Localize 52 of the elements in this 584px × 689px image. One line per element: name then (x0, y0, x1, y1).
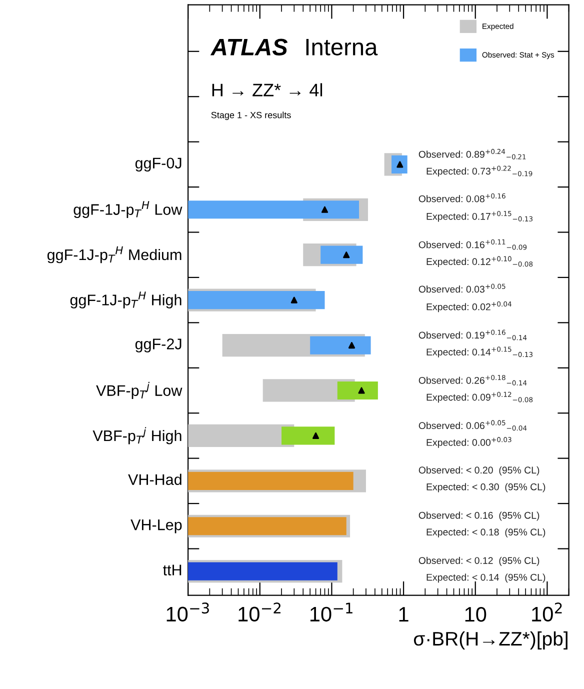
y-tick-label: VH-Lep (130, 520, 182, 534)
annotation: Expected: 0.17$^{+0.15}$$_{−0.13}$ (426, 210, 533, 222)
bar (282, 426, 335, 445)
bar (392, 155, 408, 174)
bar (188, 562, 338, 580)
bar (188, 291, 325, 310)
x-axis-title: σ·BR(H→ZZ*)[pb] (414, 631, 568, 650)
annotation: Expected: < 0.30 (95% CL) (426, 483, 546, 492)
x-tick-label: 10 (465, 606, 486, 622)
y-tick-label: ggF-1J-p$_{T}$$^{H}$ Medium (47, 246, 182, 264)
x-tick-label: 10$^{−2}$ (238, 602, 280, 622)
annotation: Observed: 0.08$^{+0.16}$ (418, 193, 506, 202)
bar (320, 246, 363, 264)
annotation: Observed: 0.19$^{+0.16}$$_{−0.14}$ (418, 330, 527, 340)
annotation: Expected: 0.14$^{+0.15}$$_{−0.13}$ (426, 346, 533, 358)
y-tick-label: VBF-p$_{T}$$^{j}$ High (92, 427, 182, 444)
annotation: Observed: < 0.20 (95% CL) (418, 466, 540, 476)
annotation: Expected: 0.73$^{+0.22}$$_{−0.19}$ (426, 166, 532, 177)
y-tick-label: ggF-2J (135, 338, 182, 352)
annotation: Observed: 0.89$^{+0.24}$$_{−0.21}$ (418, 148, 526, 160)
y-tick-label: ggF-0J (135, 158, 182, 172)
x-tick-label: 1 (399, 607, 408, 622)
bar (310, 336, 371, 354)
annotation: Observed: < 0.16 (95% CL) (418, 512, 540, 521)
annotation: Expected: 0.12$^{+0.10}$$_{−0.08}$ (426, 256, 533, 267)
x-tick-label: 10$^{−3}$ (166, 602, 209, 622)
bar (188, 424, 294, 447)
annotation: Expected: 0.00$^{+0.03}$ (426, 437, 512, 448)
bar (188, 517, 346, 536)
bar (337, 381, 378, 400)
bar (188, 200, 360, 219)
y-tick-label: ttH (163, 564, 182, 576)
annotation: Observed: 0.16$^{+0.11}$$_{−0.09}$ (418, 239, 527, 250)
text: Stage 1 - XS results (211, 112, 291, 120)
annotation: Observed: 0.06$^{+0.05}$$_{−0.04}$ (418, 420, 527, 431)
y-tick-label: VBF-p$_{T}$$^{j}$ Low (96, 382, 182, 399)
x-tick-label: 10$^{2}$ (532, 602, 562, 622)
annotation: Expected: < 0.18 (95% CL) (426, 528, 546, 538)
annotation: Expected: < 0.14 (95% CL) (426, 574, 546, 583)
annotation: Observed: 0.26$^{+0.18}$$_{−0.14}$ (418, 374, 527, 386)
annotation: Expected: 0.09$^{+0.12}$$_{−0.08}$ (426, 392, 533, 403)
text: Interna (306, 38, 378, 56)
bar (188, 472, 354, 490)
y-tick-label: VH-Had (128, 474, 182, 486)
chart-subtitle: H → ZZ* → 4l (212, 83, 322, 96)
annotation: Observed: < 0.12 (95% CL) (418, 556, 540, 566)
annotation: Expected: 0.02$^{+0.04}$ (426, 301, 512, 312)
y-tick-label: ggF-1J-p$_{T}$$^{H}$ High (70, 292, 182, 308)
annotation: Observed: 0.03$^{+0.05}$ (418, 284, 506, 293)
chart-title: ATLAS (210, 38, 288, 56)
x-tick-label: 10$^{−1}$ (310, 602, 352, 622)
y-tick-label: ggF-1J-p$_{T}$$^{H}$ Low (74, 201, 182, 218)
